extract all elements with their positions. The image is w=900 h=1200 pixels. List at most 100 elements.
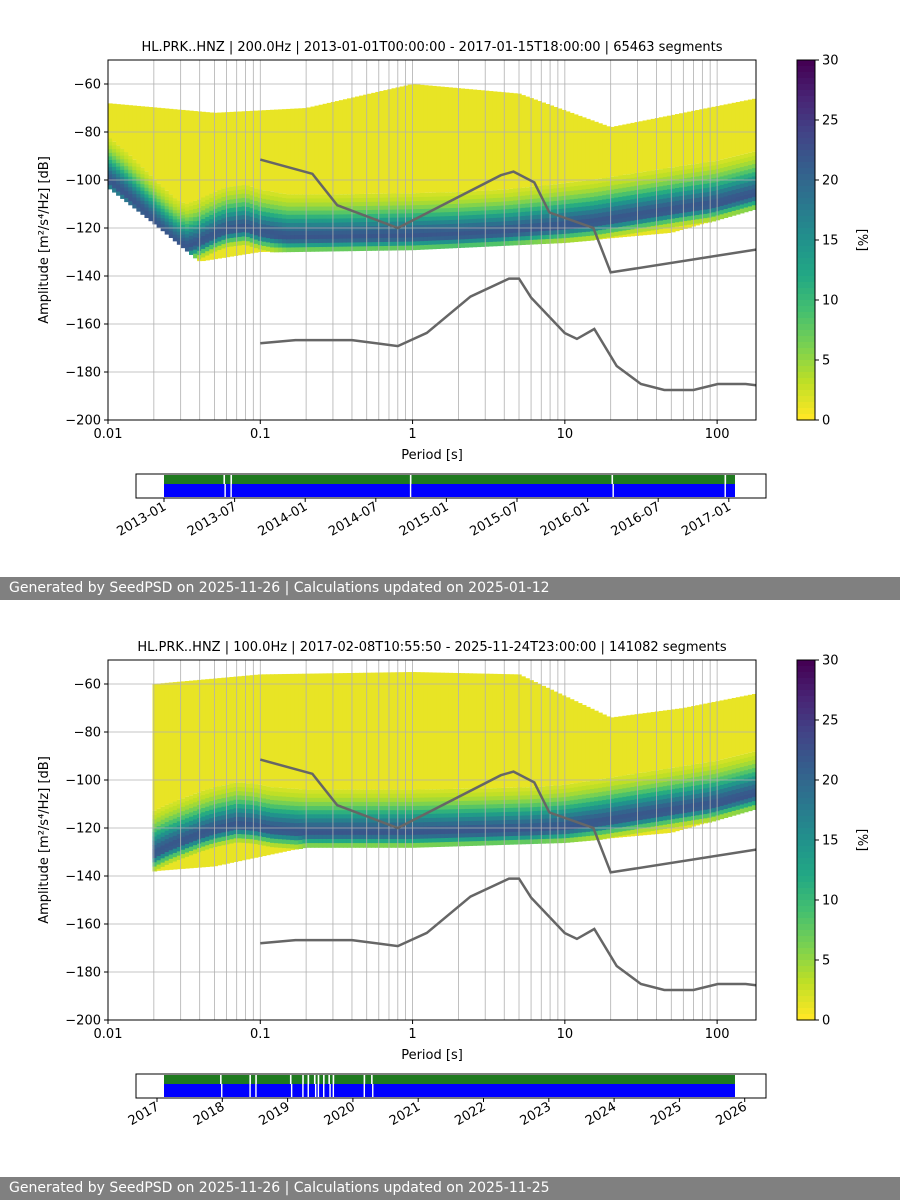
heatmap-cell [646,196,652,202]
heatmap-cell [245,796,251,801]
heatmap-cell [488,824,494,830]
heatmap-cell [638,807,644,813]
heatmap-cell [399,221,405,227]
heatmap-cell [614,184,619,190]
heatmap-cell [318,230,324,236]
heatmap-cell [399,806,405,811]
heatmap-cell [476,841,482,846]
heatmap-cell [743,195,749,200]
heatmap-cell [537,210,542,216]
heatmap-cell [152,840,158,846]
heatmap-cell [646,209,652,215]
heatmap-cell [488,792,494,797]
heatmap-cell [650,174,656,180]
heatmap-cell [351,789,356,795]
heatmap-cell [529,194,534,200]
heatmap-cell [156,208,162,213]
heatmap-cell [334,198,340,204]
heatmap-cell [338,797,344,803]
heatmap-cell [286,243,291,249]
heatmap-cell [460,235,465,240]
heatmap-cell [452,805,457,810]
heatmap-cell [326,238,332,244]
heatmap-cell [561,784,567,790]
heatmap-cell [387,213,393,219]
heatmap-cell [209,232,214,238]
heatmap-cell [626,217,632,222]
grid [108,660,756,1020]
heatmap-cell [241,838,247,844]
heatmap-cell [172,848,178,854]
heatmap-cell [731,194,737,200]
heatmap-cell [156,211,162,216]
heatmap-cell [286,108,291,195]
heatmap-cell [261,237,267,243]
heatmap-cell [338,100,344,195]
heatmap-cell [205,798,210,804]
heatmap-cell [411,797,417,803]
heatmap-cell [537,835,542,840]
heatmap-cell [432,208,437,214]
heatmap-cell [618,218,623,224]
heatmap-cell [545,222,551,228]
heatmap-cell [650,830,656,835]
heatmap-cell [363,810,368,815]
heatmap-cell [282,247,287,253]
heatmap-cell [670,806,676,812]
heatmap-cell [699,810,704,816]
heatmap-cell [298,243,303,248]
heatmap-cell [622,822,627,828]
heatmap-cell [120,187,125,192]
heatmap-cell [614,210,619,216]
heatmap-cell [565,191,571,197]
colorbar-segment [797,246,815,253]
heatmap-cell [533,839,538,844]
heatmap-cell [342,673,348,790]
heatmap-cell [132,200,137,206]
heatmap-cell [496,800,502,805]
heatmap-cell [666,202,672,208]
heatmap-cell [545,197,551,203]
psd-panel-1: HL.PRK..HNZ | 100.0Hz | 2017-02-08T10:55… [37,640,869,1129]
heatmap-cell [658,803,664,809]
heatmap-cell [193,823,198,829]
heatmap-cell [476,824,482,830]
axes-frame [107,659,757,1021]
heatmap-cell [160,211,166,216]
heatmap-cell [711,216,717,222]
heatmap-cell [687,203,692,209]
heatmap-cell [160,221,166,225]
heatmap-cell [460,796,465,802]
heatmap-cell [298,206,303,212]
heatmap-cell [221,239,227,245]
heatmap-cell [415,209,421,214]
heatmap-cell [371,234,376,239]
heatmap-cell [695,785,700,791]
heatmap-cell [233,198,239,204]
heatmap-cell [302,210,308,216]
heatmap-cell [618,797,623,803]
heatmap-cell [411,237,417,243]
heatmap-cell [521,191,526,197]
heatmap-cell [529,211,534,216]
heatmap-cell [460,223,465,229]
heatmap-cell [504,803,510,809]
heatmap-cell [452,672,457,789]
heatmap-cell [221,244,227,250]
colorbar-segment [797,204,815,211]
heatmap-cell [387,245,393,251]
heatmap-cell [719,801,725,807]
heatmap-cell [116,148,121,153]
heatmap-cell [249,830,255,836]
heatmap-cell [286,239,291,244]
heatmap-cell [375,234,380,239]
heatmap-cell [338,198,344,203]
heatmap-cell [703,814,708,819]
heatmap-cell [610,181,615,186]
heatmap-cell [626,804,632,810]
heatmap-cell [367,238,372,243]
heatmap-cell [314,105,320,195]
processed-strip [164,484,735,497]
heatmap-cell [282,835,287,841]
heatmap-cell [176,225,182,230]
